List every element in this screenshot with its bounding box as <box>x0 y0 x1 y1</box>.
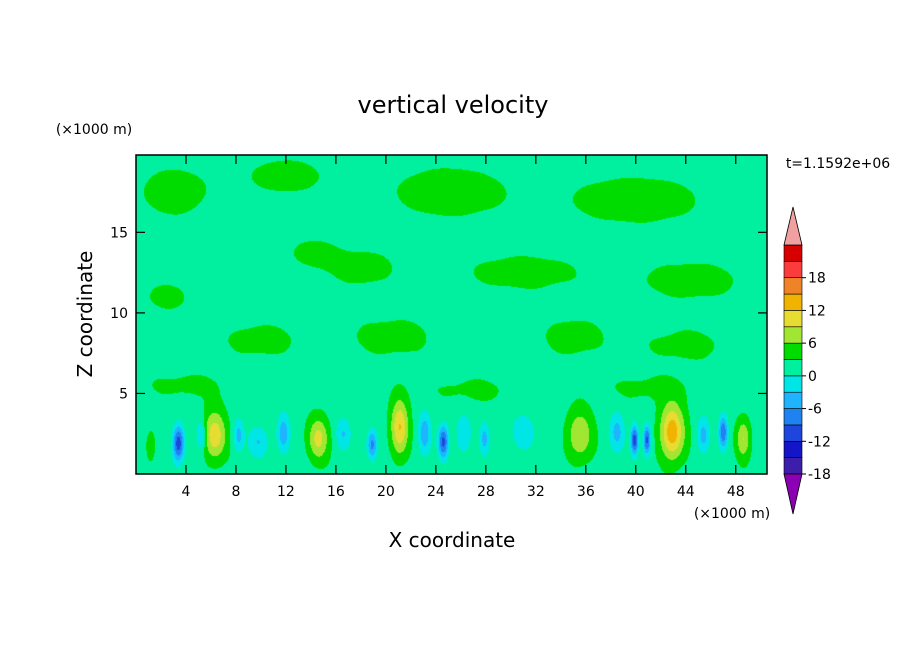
y-axis: 5 10 15 <box>110 225 767 402</box>
x-tick-label: 40 <box>627 484 645 500</box>
colorbar-band <box>783 359 803 377</box>
colorbar-tick-label: -6 <box>808 402 822 418</box>
colorbar-band <box>783 277 803 295</box>
x-axis-label: X coordinate <box>389 528 516 552</box>
colorbar-over-arrow <box>783 206 803 246</box>
colorbar-band <box>783 293 803 311</box>
x-unit-label: (×1000 m) <box>694 506 770 522</box>
colorbar-band <box>783 342 803 360</box>
colorbar-band <box>783 244 803 262</box>
colorbar-tick-label: 18 <box>808 271 826 287</box>
colorbar-band <box>783 457 803 475</box>
colorbar-tick-label: 12 <box>808 303 826 319</box>
chart-title: vertical velocity <box>358 91 549 119</box>
x-tick-label: 28 <box>477 484 495 500</box>
colorbar-band <box>783 424 803 442</box>
colorbar-band <box>783 310 803 328</box>
x-tick-label: 32 <box>527 484 545 500</box>
x-tick-label: 44 <box>677 484 695 500</box>
y-tick-label: 15 <box>110 225 128 241</box>
colorbar-band <box>783 326 803 344</box>
y-tick-label: 10 <box>110 306 128 322</box>
colorbar-tick-label: 0 <box>808 369 817 385</box>
y-unit-label: (×1000 m) <box>56 122 132 138</box>
x-tick-label: 24 <box>427 484 445 500</box>
colorbar-tick-label: 6 <box>808 336 817 352</box>
contour-field-holder <box>136 155 767 474</box>
contour-field <box>136 155 767 474</box>
colorbar-under-arrow <box>783 473 803 515</box>
colorbar-tick-label: -12 <box>808 434 831 450</box>
colorbar-band <box>783 408 803 426</box>
colorbar-band <box>783 440 803 458</box>
y-tick-label: 5 <box>119 386 128 402</box>
y-axis-label: Z coordinate <box>73 251 97 378</box>
x-tick-label: 20 <box>377 484 395 500</box>
x-tick-label: 12 <box>277 484 295 500</box>
colorbar-band <box>783 391 803 409</box>
colorbar-band <box>783 261 803 279</box>
time-label: t=1.1592e+06 <box>786 156 890 172</box>
x-tick-label: 36 <box>577 484 595 500</box>
x-axis: 4 8 12 16 20 24 28 32 36 40 44 48 <box>182 155 745 500</box>
x-tick-label: 8 <box>231 484 240 500</box>
colorbar-tick-label: -18 <box>808 467 831 483</box>
plot-frame <box>135 154 768 475</box>
x-tick-label: 48 <box>727 484 745 500</box>
colorbar-band <box>783 375 803 393</box>
x-tick-label: 16 <box>327 484 345 500</box>
x-tick-label: 4 <box>182 484 191 500</box>
colorbar: 18 12 6 0 -6 -12 -18 <box>783 206 831 515</box>
